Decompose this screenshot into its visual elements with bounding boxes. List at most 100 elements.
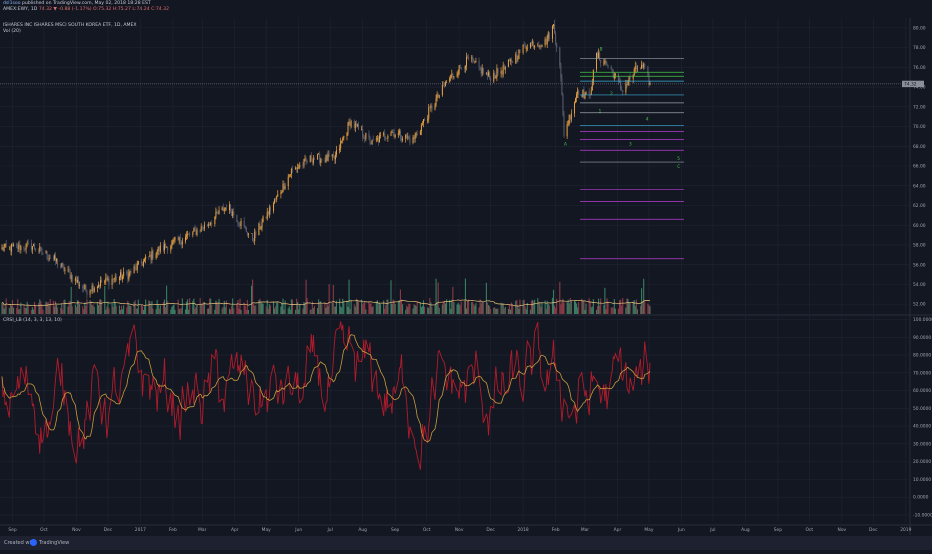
volume-bar xyxy=(435,278,437,314)
price-candle xyxy=(261,218,263,232)
price-candle xyxy=(460,66,462,71)
time-tick-label: Nov xyxy=(838,527,847,533)
volume-bar xyxy=(355,298,357,314)
volume-bar xyxy=(60,307,62,314)
price-candle xyxy=(339,144,341,154)
price-candle xyxy=(621,85,623,91)
volume-bar xyxy=(231,305,233,314)
volume-bar xyxy=(46,302,48,314)
volume-bar xyxy=(642,301,644,314)
last-price-label: 74.32 xyxy=(904,82,917,88)
price-candle xyxy=(436,91,438,102)
price-candle xyxy=(465,52,467,71)
volume-bar xyxy=(478,307,480,314)
volume-bar xyxy=(489,305,491,314)
volume-label[interactable]: Vol (20) xyxy=(3,29,21,34)
volume-bar xyxy=(152,308,154,314)
price-candle xyxy=(504,65,506,74)
volume-bar xyxy=(365,309,367,314)
price-candle xyxy=(105,273,107,286)
volume-bar xyxy=(480,303,482,314)
volume-bar xyxy=(283,309,285,314)
price-candle xyxy=(355,120,357,128)
price-candle xyxy=(537,42,539,47)
price-candle xyxy=(221,206,223,211)
volume-bar xyxy=(457,302,459,314)
price-candle xyxy=(605,58,607,66)
volume-bar xyxy=(577,307,579,314)
price-candle xyxy=(553,24,555,29)
price-candle xyxy=(610,65,612,70)
volume-bar xyxy=(407,307,409,314)
price-candle xyxy=(539,44,541,50)
price-candle xyxy=(243,217,245,229)
time-tick-label: Apr xyxy=(231,527,239,533)
volume-bar xyxy=(408,303,410,314)
price-candle xyxy=(253,238,255,244)
volume-bar xyxy=(291,299,293,314)
volume-bar xyxy=(281,303,283,314)
price-candle xyxy=(130,268,132,276)
price-candle xyxy=(312,155,314,166)
price-candle xyxy=(475,57,477,63)
volume-bar xyxy=(438,307,440,314)
volume-bar xyxy=(555,307,557,314)
price-candle xyxy=(259,220,261,231)
volume-bar xyxy=(112,307,114,314)
time-tick-label: Jun xyxy=(294,527,302,533)
price-candle xyxy=(276,195,278,203)
ticker-symbol[interactable]: AMEX:EWY, 1D xyxy=(3,7,38,12)
volume-bar xyxy=(129,305,131,314)
volume-bar xyxy=(321,304,323,314)
price-candle xyxy=(70,272,72,283)
price-candle xyxy=(216,209,218,214)
volume-bar xyxy=(437,282,439,314)
volume-bar xyxy=(148,300,150,314)
tradingview-link[interactable]: TradingView xyxy=(39,540,70,546)
price-candle xyxy=(214,216,216,227)
volume-bar xyxy=(179,308,181,314)
price-candle xyxy=(89,289,91,298)
price-candle xyxy=(26,240,28,248)
price-candle xyxy=(452,72,454,81)
volume-bar xyxy=(453,301,455,314)
volume-bar xyxy=(643,278,645,314)
price-tick-label: 62.00 xyxy=(913,203,926,209)
volume-bar xyxy=(546,300,548,314)
volume-bar xyxy=(578,302,580,314)
price-candle xyxy=(255,229,257,239)
price-candle xyxy=(218,206,220,215)
price-candle xyxy=(627,79,629,86)
volume-bar xyxy=(245,309,247,314)
volume-bar xyxy=(166,285,168,314)
volume-bar xyxy=(299,304,301,314)
volume-bar xyxy=(644,300,646,314)
price-candle xyxy=(85,284,87,292)
price-candle xyxy=(144,257,146,263)
price-candle xyxy=(281,190,283,194)
price-candle xyxy=(19,240,21,254)
price-candle xyxy=(430,103,432,112)
volume-bar xyxy=(11,299,14,314)
price-candle xyxy=(34,242,36,251)
price-candle xyxy=(104,279,106,285)
price-candle xyxy=(540,44,542,50)
publisher-name[interactable]: dsl1soo xyxy=(3,1,21,6)
volume-bar xyxy=(508,304,511,314)
price-candle xyxy=(268,204,270,219)
price-candle xyxy=(588,88,590,99)
volume-bar xyxy=(187,299,189,314)
time-tick-label: 2018 xyxy=(518,527,529,533)
volume-bar xyxy=(342,298,344,314)
volume-bar xyxy=(443,300,446,314)
volume-bar xyxy=(600,298,602,314)
price-candle xyxy=(555,30,557,46)
price-candle xyxy=(335,145,337,158)
price-candle xyxy=(171,240,173,249)
price-tick-label: 78.00 xyxy=(913,45,926,51)
price-candle xyxy=(562,92,564,117)
price-candle xyxy=(510,58,512,65)
price-candle xyxy=(165,242,167,249)
